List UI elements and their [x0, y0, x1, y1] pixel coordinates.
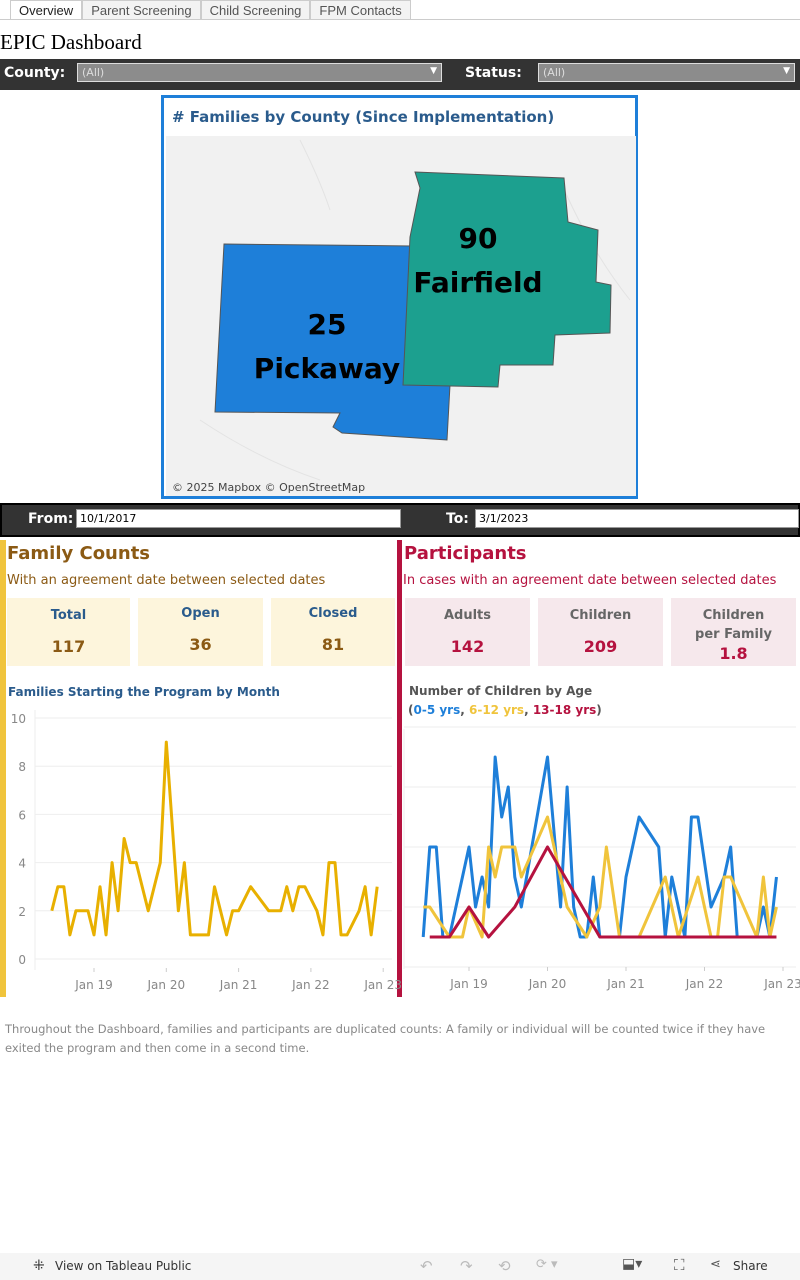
- map-title: # Families by County (Since Implementati…: [172, 108, 555, 126]
- pickaway-value: 25: [308, 308, 347, 341]
- status-value: (All): [543, 66, 566, 79]
- status-select[interactable]: (All) ▼: [538, 63, 795, 82]
- chevron-down-icon: ▼: [430, 66, 437, 76]
- tab-fpm-contacts[interactable]: FPM Contacts: [310, 0, 411, 19]
- x-tick-label: Jan 22: [685, 977, 724, 991]
- download-icon[interactable]: ⬓▾: [622, 1256, 643, 1272]
- y-tick-label: 2: [18, 905, 26, 919]
- y-tick-label: 6: [18, 808, 26, 822]
- map-credit[interactable]: © 2025 Mapbox © OpenStreetMap: [172, 481, 366, 494]
- undo-icon[interactable]: ↶: [420, 1257, 433, 1275]
- county-select[interactable]: (All) ▼: [77, 63, 442, 82]
- card-value: 142: [450, 637, 485, 656]
- fairfield-name: Fairfield: [413, 266, 542, 299]
- card-label: Open: [181, 606, 220, 621]
- legend-6-12: 6-12 yrs: [468, 703, 525, 717]
- to-date-input[interactable]: 3/1/2023: [475, 509, 799, 528]
- card-label: Closed: [308, 606, 358, 621]
- tableau-logo-icon: ⁜: [33, 1258, 45, 1274]
- tab-parent-screening[interactable]: Parent Screening: [82, 0, 201, 19]
- y-tick-label: 10: [11, 712, 26, 726]
- tab-overview[interactable]: Overview: [10, 0, 83, 19]
- family-accent-bar: [0, 540, 6, 997]
- participants-subtitle: In cases with an agreement date between …: [403, 573, 777, 588]
- participants-title: Participants: [404, 543, 527, 564]
- x-tick-label: Jan 19: [74, 978, 113, 992]
- total-card: Total 117: [7, 598, 130, 666]
- y-tick-label: 4: [18, 857, 26, 871]
- x-tick-label: Jan 19: [449, 977, 488, 991]
- families-chart-title: Families Starting the Program by Month: [8, 685, 280, 699]
- view-on-tableau-link[interactable]: View on Tableau Public: [55, 1259, 192, 1273]
- tab-bar: Overview Parent Screening Child Screenin…: [0, 0, 800, 20]
- redo-icon[interactable]: ↷: [460, 1257, 473, 1275]
- y-tick-label: 8: [18, 760, 26, 774]
- card-label: Adults: [443, 608, 492, 623]
- family-subtitle: With an agreement date between selected …: [7, 573, 326, 588]
- page-title: EPIC Dashboard: [0, 30, 142, 54]
- date-bar: From: 10/1/2017 To: 3/1/2023: [0, 503, 800, 537]
- children-chart-title: Number of Children by Age: [409, 684, 593, 698]
- from-date-input[interactable]: 10/1/2017: [76, 509, 401, 528]
- adults-card: Adults 142: [405, 598, 530, 666]
- county-fairfield[interactable]: [402, 171, 612, 388]
- from-label: From:: [28, 511, 74, 527]
- card-value: 209: [583, 637, 618, 656]
- county-label: County:: [4, 65, 66, 81]
- open-card: Open 36: [138, 598, 263, 666]
- card-label: Total: [50, 608, 87, 623]
- x-tick-label: Jan 20: [147, 978, 186, 992]
- children-per-family-card: Children per Family 1.8: [671, 598, 796, 666]
- series-line-families: [50, 740, 379, 937]
- card-value: 117: [51, 637, 86, 656]
- legend-0-5: 0-5 yrs: [413, 703, 461, 717]
- card-label: Children: [569, 608, 632, 623]
- closed-card: Closed 81: [271, 598, 395, 666]
- series-line-13-18 yrs: [429, 845, 777, 939]
- county-map: # Families by County (Since Implementati…: [161, 95, 638, 499]
- legend-13-18: 13-18 yrs: [532, 703, 597, 717]
- revert-icon[interactable]: ⟲: [498, 1257, 511, 1275]
- x-tick-label: Jan 23: [763, 977, 800, 991]
- x-tick-label: Jan 21: [606, 977, 645, 991]
- fairfield-value: 90: [459, 222, 498, 255]
- filter-bar: County: (All) ▼ Status: (All) ▼: [0, 59, 800, 90]
- tab-child-screening[interactable]: Child Screening: [200, 0, 311, 19]
- status-label: Status:: [465, 65, 522, 81]
- card-value: 81: [321, 635, 345, 654]
- participants-accent-bar: [397, 540, 402, 997]
- series-line-0-5 yrs: [421, 755, 778, 939]
- share-icon[interactable]: ⋖: [710, 1257, 721, 1272]
- chevron-down-icon: ▼: [783, 66, 790, 76]
- refresh-icon[interactable]: ⟳ ▾: [536, 1257, 558, 1272]
- x-tick-label: Jan 20: [528, 977, 567, 991]
- footnote: Throughout the Dashboard, families and p…: [5, 1022, 766, 1055]
- tableau-toolbar: ⁜ View on Tableau Public ↶ ↷ ⟲ ⟳ ▾ ⬓▾ ⛶ …: [0, 1253, 800, 1280]
- card-value: 36: [189, 635, 212, 654]
- county-value: (All): [82, 66, 105, 79]
- card-value: 1.8: [719, 644, 748, 663]
- share-button[interactable]: Share: [733, 1259, 768, 1273]
- to-label: To:: [446, 511, 469, 527]
- fullscreen-icon[interactable]: ⛶: [674, 1256, 685, 1274]
- x-tick-label: Jan 23: [363, 978, 402, 992]
- x-tick-label: Jan 21: [219, 978, 258, 992]
- charts-layer: 0 2 4 6 8 10 Jan 19 Jan 20 Jan 21 Jan 22 Jan 23 Jan…: [11, 710, 800, 992]
- family-title: Family Counts: [7, 543, 151, 564]
- card-label: Children per Family: [695, 608, 772, 642]
- children-chart-legend: (0-5 yrs, 6-12 yrs, 13-18 yrs): [408, 703, 602, 717]
- pickaway-name: Pickaway: [254, 352, 400, 385]
- children-card: Children 209: [538, 598, 663, 666]
- x-tick-label: Jan 22: [291, 978, 330, 992]
- map-canvas[interactable]: 25 Pickaway 90 Fairfield: [166, 136, 636, 496]
- y-tick-label: 0: [18, 953, 26, 967]
